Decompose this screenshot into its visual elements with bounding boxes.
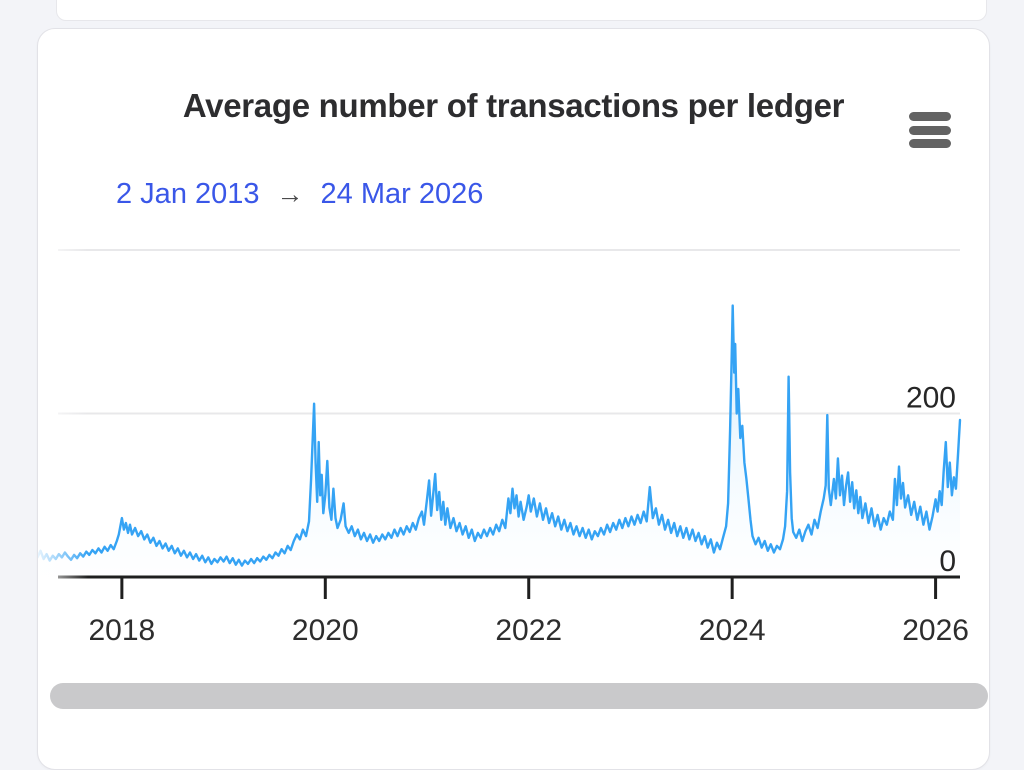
hamburger-icon [909, 139, 951, 148]
date-range-end[interactable]: 24 Mar 2026 [320, 178, 484, 210]
hamburger-icon [909, 125, 951, 135]
page-background: Average number of transactions per ledge… [37, 0, 990, 770]
chart-title: Average number of transactions per ledge… [182, 87, 845, 124]
horizontal-scrollbar-thumb[interactable] [50, 683, 988, 709]
date-range: 2 Jan 2013 → 24 Mar 2026 [116, 178, 483, 211]
chart-card: Average number of transactions per ledge… [37, 28, 990, 770]
hamburger-icon [909, 112, 951, 121]
chart-context-menu-button[interactable] [909, 112, 951, 148]
previous-card-edge [56, 0, 987, 21]
arrow-right-icon: → [276, 179, 304, 209]
date-range-start[interactable]: 2 Jan 2013 [116, 178, 260, 210]
